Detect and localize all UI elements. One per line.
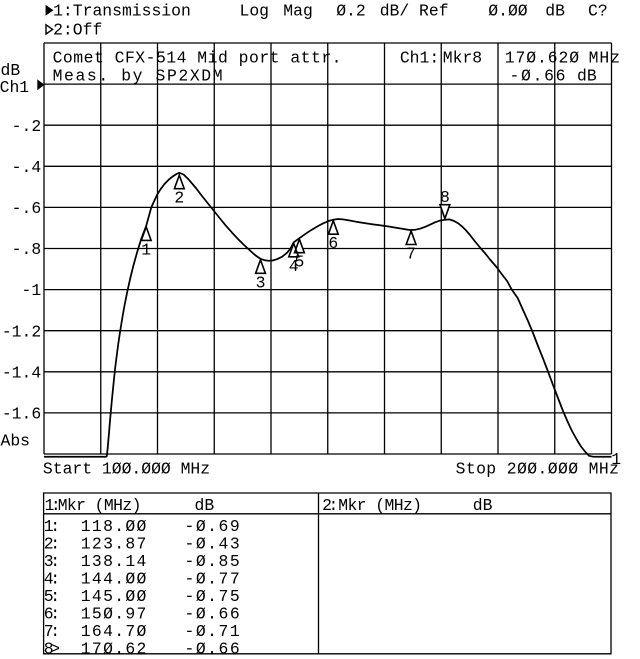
svg-text:145.ØØ: 145.ØØ bbox=[81, 587, 148, 606]
svg-text:17Ø.62: 17Ø.62 bbox=[81, 639, 148, 658]
svg-text:Mag: Mag bbox=[283, 2, 313, 21]
svg-text:Mkr8: Mkr8 bbox=[443, 48, 482, 67]
svg-text:dB: dB bbox=[1, 61, 21, 80]
svg-text:-Ø.85: -Ø.85 bbox=[185, 552, 242, 571]
svg-text:3:: 3: bbox=[44, 552, 57, 571]
svg-text:Log: Log bbox=[240, 2, 270, 21]
svg-text:-Ø.71: -Ø.71 bbox=[185, 622, 242, 641]
svg-text:1: 1 bbox=[611, 450, 621, 469]
svg-text:4:: 4: bbox=[44, 570, 57, 589]
svg-text:-Ø.66: -Ø.66 bbox=[510, 66, 568, 85]
svg-text:-Ø.66: -Ø.66 bbox=[185, 639, 242, 658]
svg-text:dB: dB bbox=[545, 2, 565, 21]
svg-text:dB: dB bbox=[473, 496, 493, 515]
svg-text:dB/ Ref: dB/ Ref bbox=[380, 2, 449, 21]
svg-text:-.4: -.4 bbox=[12, 158, 42, 177]
svg-text:2:: 2: bbox=[322, 496, 335, 515]
svg-text:Comet CFX-514 Mid port attr.: Comet CFX-514 Mid port attr. bbox=[53, 48, 342, 67]
svg-text:-1: -1 bbox=[22, 281, 42, 300]
svg-text:Mkr (MHz): Mkr (MHz) bbox=[338, 496, 421, 515]
svg-text:-Ø.69: -Ø.69 bbox=[185, 517, 242, 536]
svg-text:164.7Ø: 164.7Ø bbox=[81, 622, 148, 641]
svg-text:Mkr (MHz): Mkr (MHz) bbox=[58, 496, 141, 515]
svg-text:-.2: -.2 bbox=[12, 117, 42, 136]
svg-text:Ø.2: Ø.2 bbox=[336, 2, 366, 21]
svg-text:-1.4: -1.4 bbox=[2, 363, 41, 382]
svg-text:7: 7 bbox=[406, 245, 416, 264]
svg-text:15Ø.97: 15Ø.97 bbox=[81, 605, 148, 624]
svg-text:1:Transmission: 1:Transmission bbox=[53, 2, 191, 21]
svg-text:2:: 2: bbox=[44, 535, 57, 554]
svg-text:3: 3 bbox=[256, 273, 266, 292]
svg-text:5:: 5: bbox=[44, 587, 57, 606]
svg-text:-Ø.43: -Ø.43 bbox=[185, 535, 242, 554]
svg-text:Ch1: Ch1 bbox=[0, 78, 29, 97]
svg-text:2:Off: 2:Off bbox=[53, 21, 102, 40]
svg-text:-.6: -.6 bbox=[12, 199, 42, 218]
svg-text:6:: 6: bbox=[44, 605, 57, 624]
svg-text:-Ø.75: -Ø.75 bbox=[185, 587, 242, 606]
svg-text:17Ø.62Ø: 17Ø.62Ø bbox=[505, 48, 580, 67]
svg-text:6: 6 bbox=[328, 234, 338, 253]
svg-text:7:: 7: bbox=[44, 622, 57, 641]
svg-text:1:: 1: bbox=[44, 517, 57, 536]
svg-text:dB: dB bbox=[195, 496, 215, 515]
svg-text:123.87: 123.87 bbox=[81, 535, 148, 554]
svg-text:118.ØØ: 118.ØØ bbox=[81, 517, 148, 536]
svg-text:C?: C? bbox=[588, 2, 608, 21]
svg-text:1:: 1: bbox=[45, 496, 58, 515]
svg-text:Start 1ØØ.ØØØ MHz: Start 1ØØ.ØØØ MHz bbox=[43, 460, 210, 479]
svg-text:dB: dB bbox=[577, 66, 597, 85]
svg-text:138.14: 138.14 bbox=[81, 552, 148, 571]
svg-text:Meas. by SP2XDM: Meas. by SP2XDM bbox=[53, 66, 225, 85]
svg-text:-Ø.66: -Ø.66 bbox=[185, 605, 242, 624]
svg-text:-1.2: -1.2 bbox=[2, 322, 41, 341]
svg-text:-.8: -.8 bbox=[12, 240, 42, 259]
svg-text:Stop 2ØØ.ØØØ MHz: Stop 2ØØ.ØØØ MHz bbox=[456, 460, 620, 479]
svg-text:-1.6: -1.6 bbox=[2, 405, 41, 424]
svg-text:Abs: Abs bbox=[1, 432, 31, 451]
svg-text:5: 5 bbox=[294, 253, 304, 272]
svg-text:4: 4 bbox=[289, 257, 299, 276]
svg-text:144.ØØ: 144.ØØ bbox=[81, 570, 148, 589]
svg-text:-Ø.77: -Ø.77 bbox=[185, 570, 242, 589]
svg-text:2: 2 bbox=[174, 189, 184, 208]
svg-text:1: 1 bbox=[141, 240, 151, 259]
svg-text:MHz: MHz bbox=[589, 48, 622, 67]
svg-text:8: 8 bbox=[440, 188, 450, 207]
svg-text:Ø.ØØ: Ø.ØØ bbox=[488, 2, 528, 21]
svg-text:Ch1:: Ch1: bbox=[400, 48, 439, 67]
